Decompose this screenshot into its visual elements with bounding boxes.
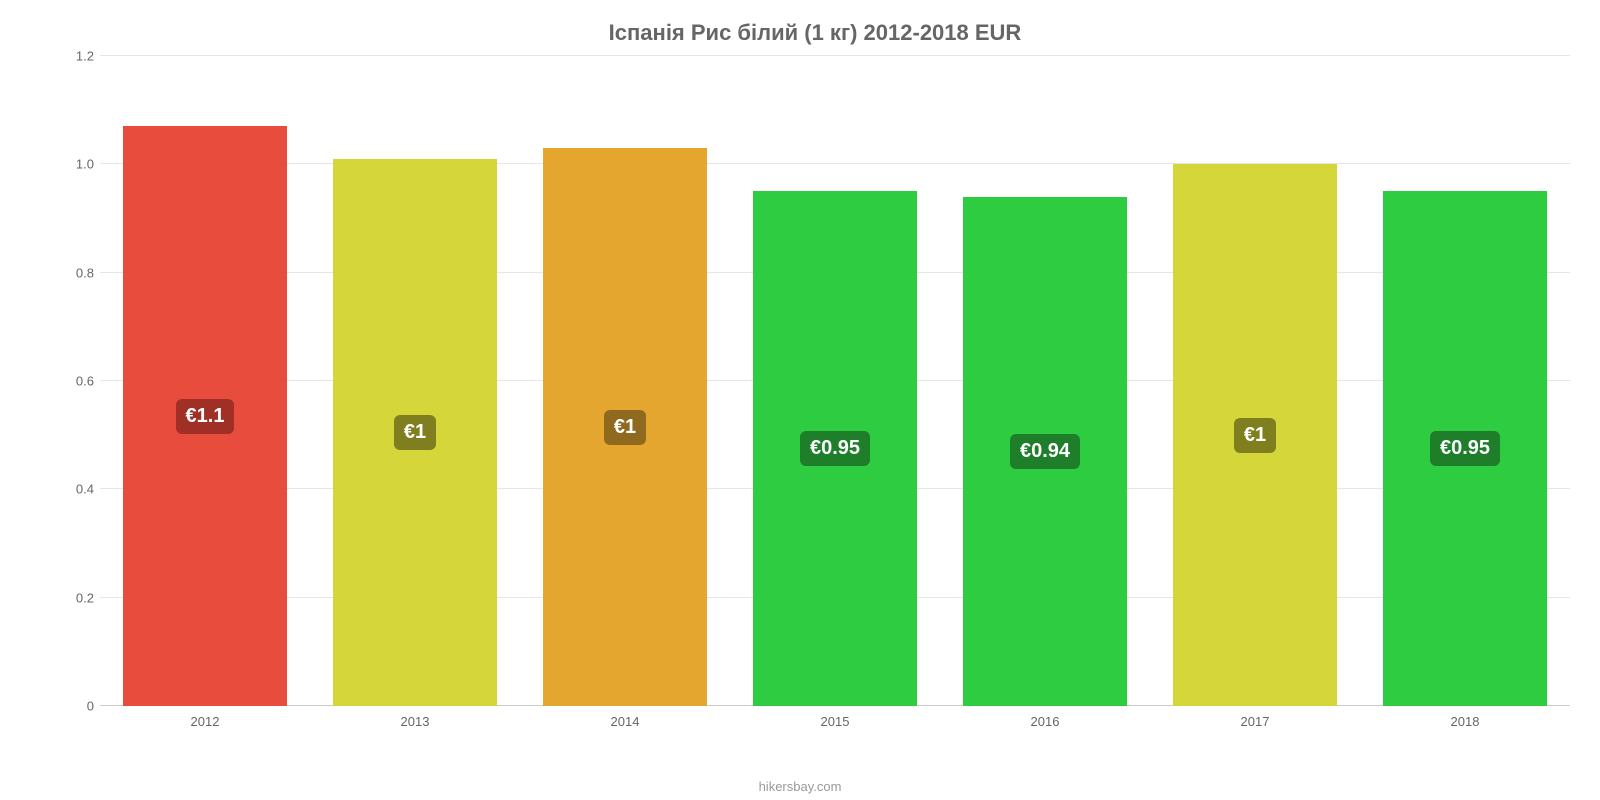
bar: €1	[333, 159, 497, 706]
bar-slot: €1	[310, 56, 520, 706]
value-badge: €0.95	[800, 431, 870, 466]
y-tick-label: 0.4	[76, 482, 94, 497]
y-tick-label: 0.2	[76, 590, 94, 605]
y-tick-label: 1.0	[76, 157, 94, 172]
x-tick-label: 2014	[520, 706, 730, 736]
value-badge: €0.95	[1430, 431, 1500, 466]
x-tick-label: 2017	[1150, 706, 1360, 736]
bar: €1	[543, 148, 707, 706]
bar-slot: €1	[1150, 56, 1360, 706]
bar: €0.94	[963, 197, 1127, 706]
x-tick-label: 2015	[730, 706, 940, 736]
y-axis: 00.20.40.60.81.01.2	[60, 56, 100, 706]
bar: €0.95	[1383, 191, 1547, 706]
bar: €1.1	[123, 126, 287, 706]
chart-title: Іспанія Рис білий (1 кг) 2012-2018 EUR	[60, 20, 1570, 46]
plot-area: 00.20.40.60.81.01.2 €1.1€1€1€0.95€0.94€1…	[60, 56, 1570, 736]
bars-group: €1.1 €1 €1 €0.95 €0.94 €1 €0.95	[100, 56, 1570, 706]
bar-slot: €0.95	[1360, 56, 1570, 706]
x-tick-label: 2016	[940, 706, 1150, 736]
credit-text: hikersbay.com	[0, 779, 1600, 794]
x-tick-label: 2013	[310, 706, 520, 736]
bar-slot: €0.95	[730, 56, 940, 706]
value-badge: €1	[1234, 418, 1276, 453]
y-tick-label: 0	[87, 699, 94, 714]
value-badge: €0.94	[1010, 434, 1080, 469]
y-tick-label: 0.6	[76, 374, 94, 389]
x-tick-label: 2012	[100, 706, 310, 736]
bar: €0.95	[753, 191, 917, 706]
x-tick-label: 2018	[1360, 706, 1570, 736]
bar: €1	[1173, 164, 1337, 706]
value-badge: €1	[604, 410, 646, 445]
value-badge: €1.1	[176, 399, 235, 434]
bar-slot: €1.1	[100, 56, 310, 706]
bar-slot: €0.94	[940, 56, 1150, 706]
bar-slot: €1	[520, 56, 730, 706]
x-axis: 2012201320142015201620172018	[100, 706, 1570, 736]
value-badge: €1	[394, 415, 436, 450]
y-tick-label: 0.8	[76, 265, 94, 280]
y-tick-label: 1.2	[76, 49, 94, 64]
chart-container: Іспанія Рис білий (1 кг) 2012-2018 EUR 0…	[0, 0, 1600, 800]
